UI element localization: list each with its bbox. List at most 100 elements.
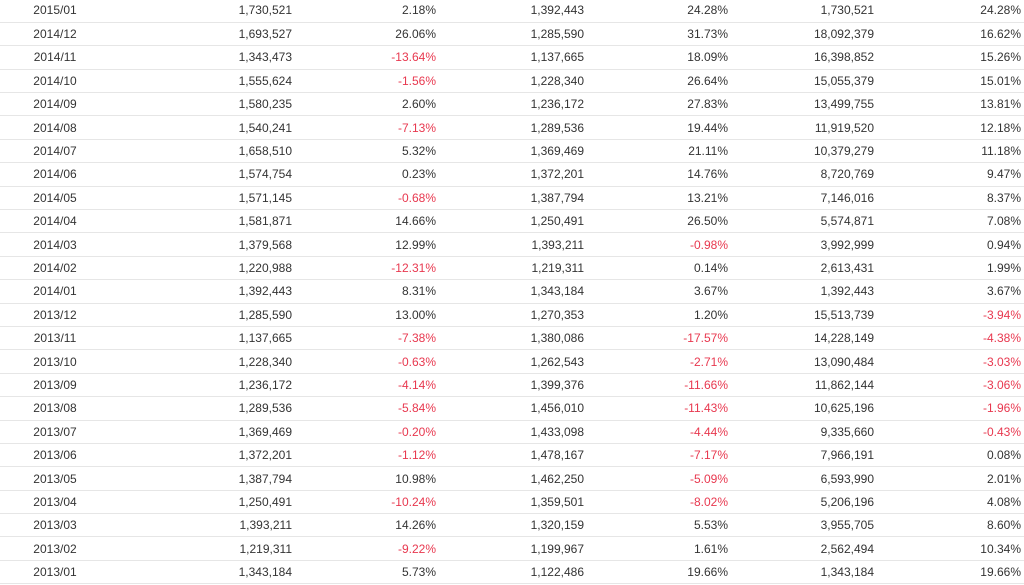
table-row: 2014/07 1,658,510 5.32% 1,369,469 21.11% 10,3…	[0, 139, 1024, 164]
monthly-value-cell: 1,289,536	[118, 396, 298, 421]
prior-year-value-cell: 1,393,211	[444, 232, 590, 257]
prior-year-value-cell: 1,478,167	[444, 443, 590, 468]
monthly-change-cell: -5.84%	[298, 396, 444, 421]
prior-year-value-cell: 1,359,501	[444, 490, 590, 515]
cumulative-value-cell: 13,090,484	[736, 349, 882, 374]
yoy-change-cell: 19.44%	[590, 115, 736, 140]
cumulative-change-cell: -3.94%	[882, 303, 1024, 327]
cumulative-change-cell: -0.43%	[882, 420, 1024, 444]
yoy-change-cell: 13.21%	[590, 186, 736, 211]
cumulative-change-cell: 9.47%	[882, 162, 1024, 187]
prior-year-value-cell: 1,270,353	[444, 303, 590, 327]
prior-year-value-cell: 1,372,201	[444, 162, 590, 187]
month-cell: 2014/11	[0, 45, 118, 70]
cumulative-value-cell: 5,206,196	[736, 490, 882, 515]
cumulative-change-cell: -1.96%	[882, 396, 1024, 421]
prior-year-value-cell: 1,122,486	[444, 560, 590, 585]
cumulative-change-cell: 8.37%	[882, 186, 1024, 211]
table-row: 2013/11 1,137,665 -7.38% 1,380,086 -17.57% 14…	[0, 326, 1024, 351]
monthly-value-cell: 1,219,311	[118, 536, 298, 561]
table-row: 2013/06 1,372,201 -1.12% 1,478,167 -7.17% 7,9…	[0, 443, 1024, 468]
yoy-change-cell: 1.20%	[590, 303, 736, 327]
cumulative-value-cell: 13,499,755	[736, 92, 882, 117]
month-cell: 2013/06	[0, 443, 118, 468]
month-cell: 2014/02	[0, 256, 118, 281]
table-row: 2014/09 1,580,235 2.60% 1,236,172 27.83% 13,4…	[0, 92, 1024, 117]
month-cell: 2014/10	[0, 69, 118, 94]
cumulative-value-cell: 1,730,521	[736, 0, 882, 23]
monthly-change-cell: -7.13%	[298, 115, 444, 140]
prior-year-value-cell: 1,456,010	[444, 396, 590, 421]
month-cell: 2013/02	[0, 536, 118, 561]
monthly-change-cell: 5.32%	[298, 139, 444, 164]
prior-year-value-cell: 1,219,311	[444, 256, 590, 281]
cumulative-value-cell: 6,593,990	[736, 466, 882, 491]
monthly-change-cell: 26.06%	[298, 22, 444, 47]
month-cell: 2013/11	[0, 326, 118, 351]
month-cell: 2014/12	[0, 22, 118, 47]
cumulative-change-cell: 12.18%	[882, 115, 1024, 140]
monthly-value-cell: 1,343,184	[118, 560, 298, 585]
table-row: 2013/07 1,369,469 -0.20% 1,433,098 -4.44% 9,3…	[0, 420, 1024, 444]
cumulative-change-cell: 3.67%	[882, 279, 1024, 304]
cumulative-change-cell: 16.62%	[882, 22, 1024, 47]
yoy-change-cell: -7.17%	[590, 443, 736, 468]
cumulative-value-cell: 1,392,443	[736, 279, 882, 304]
yoy-change-cell: 1.61%	[590, 536, 736, 561]
yoy-change-cell: 0.14%	[590, 256, 736, 281]
month-cell: 2014/05	[0, 186, 118, 211]
cumulative-change-cell: -3.03%	[882, 349, 1024, 374]
cumulative-change-cell: 10.34%	[882, 536, 1024, 561]
month-cell: 2013/07	[0, 420, 118, 444]
month-cell: 2014/06	[0, 162, 118, 187]
table-row: 2013/03 1,393,211 14.26% 1,320,159 5.53% 3,95…	[0, 513, 1024, 538]
yoy-change-cell: 26.64%	[590, 69, 736, 94]
monthly-change-cell: 12.99%	[298, 232, 444, 257]
monthly-change-cell: -0.20%	[298, 420, 444, 444]
cumulative-value-cell: 2,562,494	[736, 536, 882, 561]
month-cell: 2013/12	[0, 303, 118, 327]
monthly-change-cell: -1.56%	[298, 69, 444, 94]
yoy-change-cell: 19.66%	[590, 560, 736, 585]
month-cell: 2015/01	[0, 0, 118, 23]
cumulative-change-cell: 11.18%	[882, 139, 1024, 164]
table-row: 2014/05 1,571,145 -0.68% 1,387,794 13.21% 7,1…	[0, 186, 1024, 211]
monthly-value-cell: 1,540,241	[118, 115, 298, 140]
month-cell: 2013/04	[0, 490, 118, 515]
monthly-change-cell: -0.63%	[298, 349, 444, 374]
table-row: 2013/01 1,343,184 5.73% 1,122,486 19.66% 1,34…	[0, 560, 1024, 585]
table-row: 2014/03 1,379,568 12.99% 1,393,211 -0.98% 3,9…	[0, 232, 1024, 257]
cumulative-value-cell: 11,862,144	[736, 373, 882, 398]
monthly-value-cell: 1,228,340	[118, 349, 298, 374]
table-row: 2013/04 1,250,491 -10.24% 1,359,501 -8.02% 5,…	[0, 490, 1024, 515]
table-row: 2013/12 1,285,590 13.00% 1,270,353 1.20% 15,5…	[0, 303, 1024, 327]
prior-year-value-cell: 1,228,340	[444, 69, 590, 94]
yoy-change-cell: 3.67%	[590, 279, 736, 304]
month-cell: 2014/01	[0, 279, 118, 304]
monthly-value-cell: 1,574,754	[118, 162, 298, 187]
table-row: 2014/11 1,343,473 -13.64% 1,137,665 18.09% 16…	[0, 45, 1024, 70]
monthly-change-cell: -4.14%	[298, 373, 444, 398]
cumulative-change-cell: 1.99%	[882, 256, 1024, 281]
month-cell: 2013/08	[0, 396, 118, 421]
cumulative-change-cell: 0.08%	[882, 443, 1024, 468]
monthly-value-cell: 1,369,469	[118, 420, 298, 444]
monthly-change-cell: -1.12%	[298, 443, 444, 468]
prior-year-value-cell: 1,387,794	[444, 186, 590, 211]
monthly-value-cell: 1,387,794	[118, 466, 298, 491]
yoy-change-cell: -5.09%	[590, 466, 736, 491]
cumulative-value-cell: 18,092,379	[736, 22, 882, 47]
cumulative-value-cell: 3,955,705	[736, 513, 882, 538]
monthly-change-cell: 8.31%	[298, 279, 444, 304]
cumulative-change-cell: 0.94%	[882, 232, 1024, 257]
month-cell: 2014/03	[0, 232, 118, 257]
monthly-change-cell: 0.23%	[298, 162, 444, 187]
monthly-value-cell: 1,137,665	[118, 326, 298, 351]
monthly-change-cell: -7.38%	[298, 326, 444, 351]
month-cell: 2014/09	[0, 92, 118, 117]
prior-year-value-cell: 1,343,184	[444, 279, 590, 304]
month-cell: 2013/03	[0, 513, 118, 538]
yoy-change-cell: 26.50%	[590, 209, 736, 234]
prior-year-value-cell: 1,137,665	[444, 45, 590, 70]
